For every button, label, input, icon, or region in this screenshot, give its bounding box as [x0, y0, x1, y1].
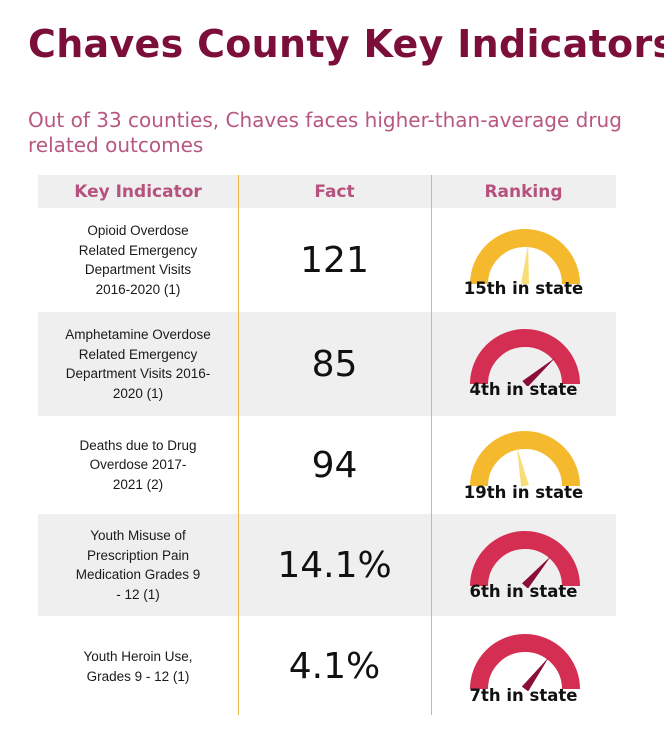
gauge-needle	[522, 357, 556, 386]
gauge-icon	[470, 329, 580, 386]
gauge-needle	[521, 555, 552, 588]
indicator-cell: Youth Misuse of Prescription Pain Medica…	[75, 528, 201, 602]
fact-cell: 14.1%	[277, 544, 392, 586]
gauge-arc	[470, 329, 580, 385]
page-title: Chaves County Key Indicators	[28, 22, 664, 66]
indicator-cell: Opioid Overdose Related Emergency Depart…	[78, 223, 198, 297]
gauge-icon	[470, 634, 580, 691]
ranking-cell: 6th in state	[431, 514, 616, 616]
table-row: Amphetamine Overdose Related Emergency D…	[38, 312, 616, 416]
indicators-table: Key Indicator Fact Ranking Opioid Overdo…	[38, 175, 616, 717]
gauge-needle	[521, 657, 550, 691]
table-header: Key Indicator Fact Ranking	[38, 175, 616, 208]
gauge-icon	[470, 531, 580, 588]
table-row: Youth Misuse of Prescription Pain Medica…	[38, 514, 616, 616]
indicator-cell: Youth Heroin Use, Grades 9 - 12 (1)	[83, 649, 193, 684]
indicator-cell: Amphetamine Overdose Related Emergency D…	[65, 327, 211, 401]
header-indicator: Key Indicator	[74, 181, 202, 202]
gauge-arc	[470, 531, 580, 587]
gauge-needle	[516, 446, 529, 487]
gauge-arc	[470, 229, 580, 285]
fact-cell: 94	[311, 444, 358, 486]
indicator-cell: Deaths due to Drug Overdose 2017-2021 (2…	[79, 437, 197, 492]
table-row: Youth Heroin Use, Grades 9 - 12 (1) 4.1%…	[38, 616, 616, 717]
column-divider	[238, 175, 239, 715]
gauge-icon	[470, 431, 580, 487]
fact-cell: 121	[300, 239, 369, 281]
rank-label: 6th in state	[469, 582, 578, 601]
rank-label: 15th in state	[463, 279, 584, 298]
table-row: Deaths due to Drug Overdose 2017-2021 (2…	[38, 416, 616, 514]
header-fact: Fact	[314, 181, 355, 202]
rank-label: 19th in state	[463, 483, 584, 502]
ranking-cell: 7th in state	[431, 616, 616, 717]
fact-cell: 4.1%	[288, 646, 381, 687]
column-divider	[431, 175, 432, 715]
gauge-arc	[470, 431, 580, 487]
header-ranking: Ranking	[484, 181, 563, 202]
gauge-arc	[470, 634, 580, 690]
fact-cell: 85	[311, 343, 358, 385]
ranking-cell: 15th in state	[431, 208, 616, 312]
ranking-cell: 19th in state	[431, 416, 616, 514]
rank-label: 4th in state	[469, 380, 578, 399]
page-subtitle: Out of 33 counties, Chaves faces higher-…	[28, 108, 622, 157]
ranking-cell: 4th in state	[431, 312, 616, 416]
table-row: Opioid Overdose Related Emergency Depart…	[38, 208, 616, 312]
gauge-icon	[470, 229, 580, 285]
gauge-needle	[521, 244, 529, 285]
rank-label: 7th in state	[469, 686, 578, 705]
